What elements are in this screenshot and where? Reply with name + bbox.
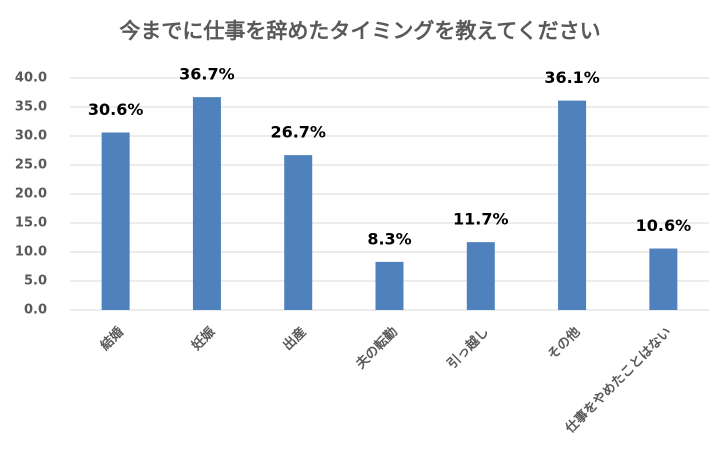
y-tick-label: 15.0 — [15, 216, 47, 231]
bar — [101, 132, 130, 310]
bar — [466, 242, 495, 310]
y-tick-label: 20.0 — [15, 187, 47, 202]
y-tick-label: 10.0 — [15, 245, 47, 260]
bar — [649, 248, 678, 310]
chart-title: 今までに仕事を辞めたタイミングを教えてください — [119, 19, 600, 43]
bar — [192, 97, 221, 310]
bar — [375, 261, 404, 310]
y-tick-label: 0.0 — [24, 303, 47, 318]
bar — [284, 155, 313, 310]
value-label: 10.6% — [636, 216, 692, 235]
value-label: 11.7% — [453, 210, 509, 229]
value-label: 30.6% — [88, 100, 144, 119]
x-tick-label: 仕事をやめたことはない — [562, 324, 675, 437]
y-tick-label: 40.0 — [15, 71, 47, 86]
y-tick-label: 25.0 — [15, 158, 47, 173]
x-tick-label: 結婚 — [97, 324, 127, 354]
x-tick-label: 夫の転勤 — [353, 324, 401, 372]
y-tick-label: 5.0 — [24, 274, 47, 289]
y-tick-label: 30.0 — [15, 129, 47, 144]
x-tick-label: その他 — [544, 324, 583, 363]
value-label: 36.7% — [179, 65, 235, 84]
x-tick-label: 引っ越し — [444, 324, 492, 372]
x-tick-label: 妊娠 — [189, 323, 219, 353]
value-label: 26.7% — [270, 123, 326, 142]
y-tick-label: 35.0 — [15, 100, 47, 115]
value-label: 36.1% — [544, 68, 600, 87]
x-tick-label: 出産 — [280, 324, 310, 354]
value-label: 8.3% — [367, 229, 411, 248]
bar — [558, 100, 587, 311]
